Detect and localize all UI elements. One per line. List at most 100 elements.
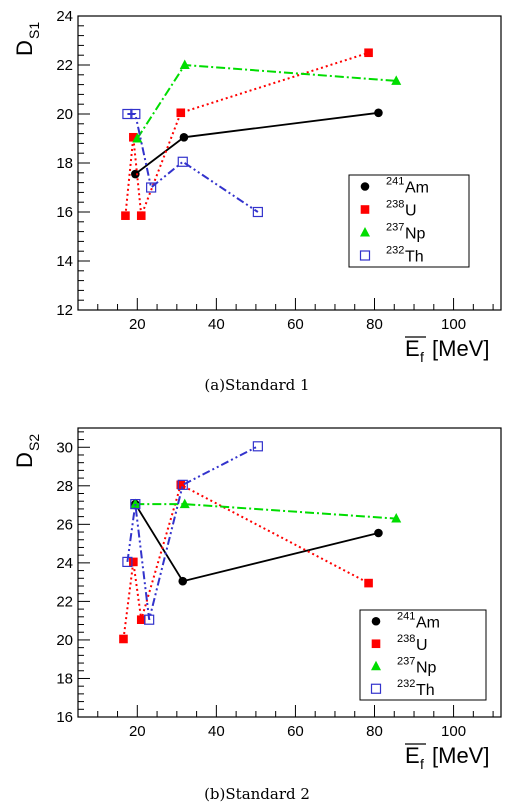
legend-label-u: U	[416, 637, 428, 654]
y-tick-label: 16	[56, 204, 73, 221]
data-point-u	[176, 108, 186, 118]
x-axis-title-main: E	[405, 743, 420, 768]
x-tick-label: 100	[441, 723, 466, 740]
data-point-th	[177, 156, 188, 167]
x-axis-title-unit: [MeV]	[432, 743, 489, 768]
series-np	[132, 59, 402, 143]
data-point-th	[146, 182, 157, 193]
legend-label-np: Np	[416, 659, 437, 676]
y-tick-label: 22	[56, 57, 73, 74]
y-axis-title-sub: S2	[26, 434, 42, 451]
data-point-u	[364, 578, 373, 588]
y-tick-label: 14	[56, 253, 73, 270]
legend-marker-th	[370, 683, 382, 694]
chart-caption: (b)Standard 2	[204, 785, 310, 803]
x-axis-title-sub: f	[420, 349, 424, 365]
series-line-am	[134, 111, 379, 175]
data-point-np	[179, 498, 190, 509]
y-tick-label: 18	[56, 155, 73, 172]
legend-label-th: Th	[416, 682, 435, 699]
legend-sup-u: 238	[397, 633, 415, 645]
legend-label-am: Am	[416, 614, 440, 631]
legend-box	[359, 609, 487, 701]
legend-sup-np: 237	[386, 222, 404, 234]
y-tick-label: 12	[56, 302, 73, 319]
legend-marker-am	[360, 182, 370, 191]
x-axis-title-main: E	[405, 336, 420, 361]
y-axis-title-sub: S1	[26, 22, 42, 39]
data-point-np	[179, 59, 190, 69]
legend-sup-am: 241	[386, 176, 404, 188]
x-tick-label: 20	[129, 316, 146, 333]
legend-sup-th: 232	[386, 245, 404, 257]
chart-panel-2: 16 18 20 22 24 26 28 30 20 40 60 80 100 DS2 E f [MeV] 241…	[12, 427, 502, 803]
series-th	[122, 108, 263, 218]
x-axis-title-unit: [MeV]	[432, 336, 489, 361]
data-point-am	[374, 108, 383, 118]
legend-sup-np: 237	[397, 655, 415, 667]
y-tick-label: 30	[56, 439, 73, 456]
series-th	[122, 441, 263, 625]
legend-marker-u	[360, 205, 370, 214]
legend-entry-u: 238 U	[360, 199, 417, 220]
legend-entry-np: 237 Np	[371, 655, 437, 676]
data-point-u	[136, 615, 146, 625]
plot-frame	[77, 427, 502, 718]
x-tick-label: 80	[366, 316, 383, 333]
data-point-np	[130, 498, 141, 509]
data-point-np	[391, 513, 402, 523]
legend-marker-np	[360, 227, 370, 237]
x-tick-label: 100	[441, 316, 466, 333]
legend-marker-th	[359, 250, 371, 261]
data-point-u	[129, 557, 138, 567]
data-point-am	[374, 528, 383, 538]
data-point-u	[119, 634, 128, 644]
legend-label-th: Th	[405, 249, 424, 266]
legend-label-np: Np	[405, 226, 426, 243]
legend-sup-u: 238	[386, 199, 404, 211]
data-point-th	[252, 441, 263, 452]
y-axis-title: DS1	[12, 22, 42, 56]
data-point-th	[252, 206, 263, 218]
legend-entry-u: 238 U	[371, 633, 428, 654]
data-point-np	[391, 75, 402, 85]
legend-label-u: U	[405, 203, 417, 220]
legend-label-am: Am	[405, 180, 429, 197]
x-tick-label: 20	[129, 723, 146, 740]
legend-entry-am: 241 Am	[371, 610, 440, 631]
y-tick-label: 16	[56, 709, 73, 726]
legend-marker-u	[371, 639, 381, 649]
x-tick-label: 60	[287, 723, 304, 740]
data-point-am	[179, 132, 189, 142]
x-axis-title-sub: f	[420, 756, 424, 772]
data-point-th	[144, 614, 155, 625]
data-point-th	[130, 108, 141, 120]
data-point-th	[130, 499, 141, 510]
y-tick-label: 26	[56, 516, 73, 533]
legend-entry-np: 237 Np	[360, 222, 426, 243]
legend-sup-am: 241	[397, 610, 415, 622]
data-point-u	[364, 48, 373, 58]
data-point-u	[129, 132, 138, 142]
series-line-th	[127, 113, 259, 213]
y-axis-title-main: D	[12, 40, 37, 56]
y-axis-title: DS2	[12, 434, 42, 468]
x-tick-label: 80	[366, 723, 383, 740]
legend-entry-th: 232 Th	[370, 678, 435, 699]
legend-entry-th: 232 Th	[359, 245, 424, 266]
x-tick-label: 60	[287, 316, 304, 333]
y-tick-label: 18	[56, 670, 73, 687]
series-np	[130, 498, 402, 523]
series-line-u	[124, 51, 369, 217]
series-u	[119, 480, 373, 644]
y-tick-label: 24	[56, 8, 73, 25]
legend-sup-th: 232	[397, 678, 415, 690]
data-point-am	[131, 169, 140, 179]
x-tick-label: 40	[208, 316, 225, 333]
x-tick-label: 40	[208, 723, 225, 740]
